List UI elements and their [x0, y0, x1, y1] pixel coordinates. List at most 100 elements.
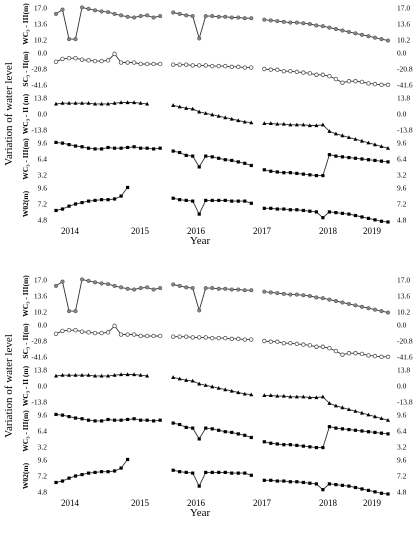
- y-tick-left: 9.6: [38, 184, 48, 193]
- y-tick-right: 13.8: [397, 94, 410, 103]
- data-point: [125, 60, 130, 65]
- data-point: [229, 15, 234, 20]
- y-tick-left: 9.6: [38, 411, 48, 420]
- data-point: [249, 16, 254, 21]
- data-point: [320, 122, 325, 127]
- data-point: [203, 286, 208, 291]
- data-point: [178, 470, 182, 474]
- data-point: [204, 426, 208, 430]
- data-point: [53, 283, 59, 288]
- data-point: [307, 293, 312, 299]
- data-point: [229, 64, 234, 70]
- panels-group: 17.0 17.0 13.6 13.6 10.2 10.2 WC₃ - III(m) 0.0 0…: [21, 3, 413, 508]
- data-point: [183, 62, 189, 67]
- y-tick-left: 3.2: [38, 443, 48, 452]
- data-point: [268, 393, 273, 397]
- data-point: [334, 483, 338, 487]
- data-point: [295, 443, 299, 447]
- data-point: [106, 198, 110, 202]
- data-point: [281, 121, 286, 126]
- data-point: [53, 59, 59, 64]
- data-point: [112, 283, 117, 288]
- data-point: [132, 15, 137, 20]
- data-point: [249, 337, 254, 342]
- data-point: [372, 35, 378, 40]
- data-point: [320, 24, 325, 29]
- data-point: [178, 422, 182, 427]
- data-point: [301, 444, 305, 448]
- data-point: [132, 100, 137, 105]
- data-point: [236, 471, 240, 475]
- y-tick-right: 6.4: [397, 427, 407, 436]
- data-point: [112, 11, 117, 16]
- data-point: [372, 142, 377, 147]
- data-point: [346, 79, 352, 84]
- y-tick-left: 13.6: [34, 292, 47, 301]
- data-point: [93, 373, 98, 378]
- data-point: [281, 68, 287, 74]
- data-point: [99, 198, 104, 202]
- data-point: [268, 339, 274, 344]
- y-tick-right: 13.8: [397, 366, 410, 375]
- data-point: [236, 199, 240, 203]
- data-point: [197, 308, 202, 313]
- data-point: [320, 344, 326, 349]
- data-point: [373, 490, 377, 494]
- y-tick-right: 3.2: [397, 171, 407, 180]
- data-point: [386, 418, 390, 422]
- panel-2-0: 17.0 17.0 13.6 13.6 10.2 10.2 WC₃ - III(m): [21, 275, 410, 317]
- data-point: [203, 14, 208, 19]
- panel-1-4: 9.6 9.6 7.2 7.2 4.8 4.8 W02(m): [21, 184, 407, 225]
- data-point: [359, 410, 364, 415]
- data-point: [346, 407, 351, 411]
- data-point: [216, 286, 221, 291]
- data-point: [379, 82, 384, 88]
- data-point: [158, 146, 162, 150]
- data-point: [60, 279, 65, 284]
- data-point: [197, 335, 202, 340]
- data-point: [86, 330, 91, 335]
- data-point: [60, 7, 65, 12]
- panel-label: WC₃ - II (m): [21, 93, 30, 134]
- data-point: [54, 480, 58, 485]
- data-point: [242, 119, 247, 124]
- data-point: [223, 63, 228, 69]
- data-point: [106, 145, 110, 150]
- data-point: [275, 339, 280, 344]
- panel-label: SC₃ - II(m): [21, 51, 30, 87]
- data-point: [262, 121, 267, 125]
- data-point: [158, 418, 162, 422]
- data-point: [340, 352, 345, 357]
- data-point: [320, 72, 326, 77]
- data-point: [217, 428, 221, 432]
- data-point: [86, 58, 91, 63]
- data-point: [385, 38, 391, 43]
- data-point: [171, 375, 176, 379]
- data-point: [112, 101, 117, 105]
- data-point: [333, 76, 339, 82]
- data-point: [144, 61, 150, 67]
- data-point: [105, 330, 111, 335]
- data-point: [197, 165, 201, 169]
- data-point: [269, 478, 273, 482]
- data-point: [372, 414, 377, 419]
- data-point: [184, 198, 188, 202]
- data-point: [366, 81, 371, 86]
- y-tick-right: 9.6: [397, 139, 407, 148]
- data-point: [288, 68, 293, 74]
- data-point: [333, 26, 338, 32]
- data-point: [132, 287, 137, 292]
- data-point: [314, 173, 318, 178]
- data-point: [99, 101, 104, 106]
- data-point: [294, 292, 299, 297]
- y-tick-right: 0.0: [397, 110, 407, 119]
- y-tick-left: 13.6: [34, 20, 47, 29]
- data-point: [170, 62, 176, 67]
- data-point: [249, 435, 253, 440]
- data-point: [203, 383, 208, 387]
- data-point: [73, 416, 78, 420]
- y-tick-left: 17.0: [34, 4, 47, 13]
- data-point: [80, 101, 85, 105]
